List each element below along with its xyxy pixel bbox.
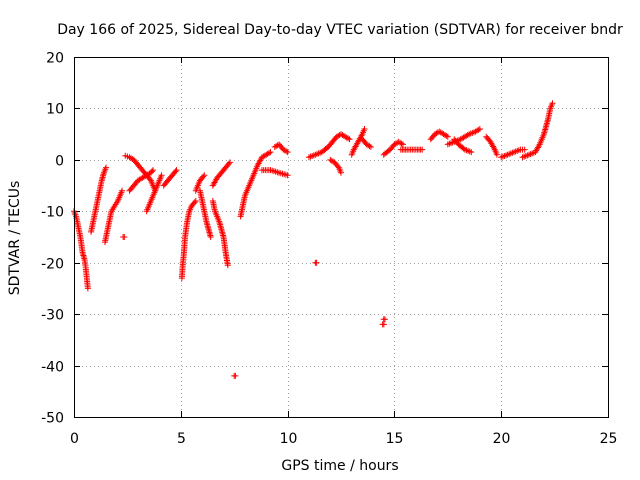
x-tick-label: 0 bbox=[70, 431, 79, 447]
series-arc-9 bbox=[192, 172, 208, 194]
outlier-point bbox=[313, 259, 320, 266]
data-point bbox=[444, 133, 451, 140]
data-point bbox=[201, 172, 208, 179]
data-point bbox=[172, 168, 179, 175]
y-tick-label: -30 bbox=[41, 308, 64, 324]
y-tick-label: 0 bbox=[55, 154, 64, 170]
series-arc-27 bbox=[519, 100, 556, 161]
series-arc-8 bbox=[178, 198, 199, 282]
y-axis-label: SDTVAR / TECUs bbox=[7, 181, 23, 296]
series-arc-14 bbox=[258, 167, 291, 179]
y-tick-label: -10 bbox=[41, 205, 64, 221]
data-point bbox=[476, 126, 483, 132]
x-tick-label: 20 bbox=[493, 431, 511, 447]
data-point bbox=[361, 126, 368, 132]
data-point bbox=[284, 172, 291, 179]
y-tick-label: 20 bbox=[46, 51, 64, 67]
series-arc-12 bbox=[209, 159, 233, 189]
data-point bbox=[158, 172, 165, 179]
series-arc-13 bbox=[237, 149, 274, 220]
x-tick-label: 25 bbox=[600, 431, 618, 447]
series-arc-16 bbox=[305, 131, 353, 161]
data-point bbox=[345, 135, 352, 142]
series-arc-17 bbox=[327, 156, 344, 176]
series-arc-11 bbox=[209, 198, 231, 269]
axis-ticks: 20 10 0 -10 -20 -30 -40 -50 0 5 10 15 20 25 bbox=[41, 51, 617, 448]
data-point bbox=[398, 140, 405, 147]
data-point bbox=[346, 136, 353, 143]
data-point bbox=[366, 143, 373, 150]
series-arc-15 bbox=[271, 141, 291, 156]
y-tick-label: -40 bbox=[41, 360, 64, 376]
data-point bbox=[493, 151, 500, 158]
data-point bbox=[267, 149, 274, 156]
data-points bbox=[71, 100, 556, 379]
plot-frame bbox=[74, 57, 609, 418]
data-point bbox=[119, 187, 126, 194]
data-point bbox=[283, 148, 290, 155]
data-point bbox=[419, 146, 426, 153]
series-arc-19 bbox=[359, 136, 374, 150]
data-point bbox=[549, 100, 556, 107]
outlier-point bbox=[232, 372, 239, 379]
data-point bbox=[475, 126, 482, 133]
series-arc-2 bbox=[88, 164, 110, 235]
data-point bbox=[150, 167, 157, 174]
series-arc-3 bbox=[101, 187, 126, 246]
series-arc-21 bbox=[397, 146, 426, 153]
data-point bbox=[443, 132, 450, 139]
data-point bbox=[367, 144, 374, 150]
data-point bbox=[191, 199, 198, 206]
x-tick-label: 10 bbox=[280, 431, 298, 447]
outlier-point bbox=[381, 316, 388, 323]
x-axis-label: GPS time / hours bbox=[281, 458, 398, 474]
data-point bbox=[399, 141, 406, 148]
series-arc-10 bbox=[197, 187, 214, 240]
series-arc-22 bbox=[427, 128, 451, 143]
series-arc-24 bbox=[451, 136, 475, 156]
chart-title: Day 166 of 2025, Sidereal Day-to-day VTE… bbox=[57, 22, 623, 38]
series-arc-7 bbox=[160, 167, 180, 189]
data-point bbox=[266, 150, 273, 156]
data-point bbox=[225, 160, 232, 167]
series-arc-1 bbox=[71, 208, 91, 292]
data-point bbox=[284, 149, 291, 156]
outlier-point bbox=[121, 234, 128, 240]
series-arc-6 bbox=[143, 172, 165, 215]
data-point bbox=[338, 169, 344, 176]
data-point bbox=[148, 168, 155, 175]
data-point bbox=[226, 159, 233, 166]
series-arc-4 bbox=[122, 152, 159, 194]
data-point bbox=[464, 132, 471, 138]
data-point bbox=[84, 285, 91, 292]
grid bbox=[74, 57, 608, 417]
data-point bbox=[192, 198, 199, 204]
data-point bbox=[224, 262, 231, 269]
series-arc-20 bbox=[380, 138, 406, 158]
data-point bbox=[173, 167, 180, 174]
data-point bbox=[207, 234, 214, 240]
series-arc-5 bbox=[126, 167, 157, 194]
series-arc-18 bbox=[348, 126, 368, 158]
x-tick-label: 5 bbox=[177, 431, 186, 447]
series-arc-25 bbox=[483, 133, 500, 158]
x-tick-label: 15 bbox=[386, 431, 404, 447]
data-point bbox=[103, 164, 110, 171]
data-point bbox=[521, 146, 528, 153]
data-point bbox=[468, 149, 475, 156]
y-tick-label: -20 bbox=[41, 257, 64, 273]
series-arc-26 bbox=[498, 146, 528, 161]
y-tick-label: 10 bbox=[46, 102, 64, 118]
outlier-points bbox=[120, 234, 388, 379]
data-point bbox=[200, 173, 207, 180]
y-tick-label: -50 bbox=[41, 411, 64, 427]
outlier-point bbox=[380, 321, 387, 328]
